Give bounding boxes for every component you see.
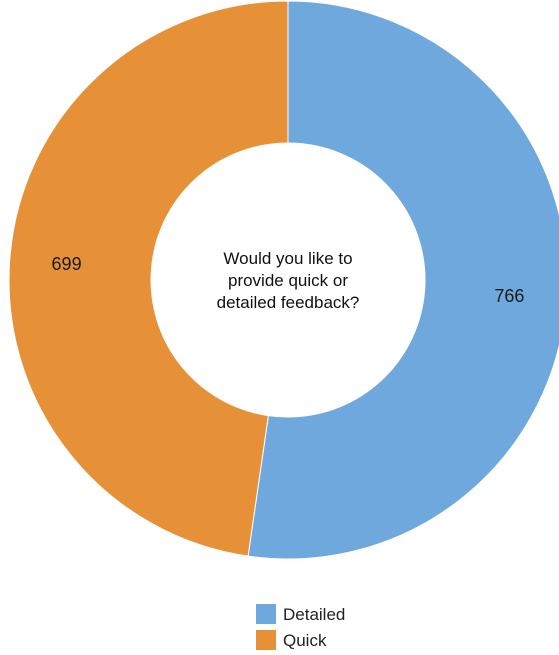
center-title-line: provide quick or xyxy=(228,271,348,290)
legend-label-detailed: Detailed xyxy=(283,605,345,624)
center-title-line: detailed feedback? xyxy=(217,293,360,312)
legend-swatch-quick xyxy=(256,630,276,650)
legend-swatch-detailed xyxy=(256,604,276,624)
slice-value-label-quick: 699 xyxy=(52,254,82,274)
chart-center-title: Would you like to provide quick or detaile… xyxy=(217,249,360,312)
chart-slices xyxy=(8,0,559,560)
legend-label-quick: Quick xyxy=(283,631,327,650)
chart-legend: Detailed Quick xyxy=(256,604,345,650)
slice-quick xyxy=(8,0,289,557)
slice-detailed xyxy=(247,0,559,560)
slice-value-label-detailed: 766 xyxy=(494,286,524,306)
chart-slice-labels: 766 699 xyxy=(52,254,525,306)
center-title-line: Would you like to xyxy=(223,249,352,268)
